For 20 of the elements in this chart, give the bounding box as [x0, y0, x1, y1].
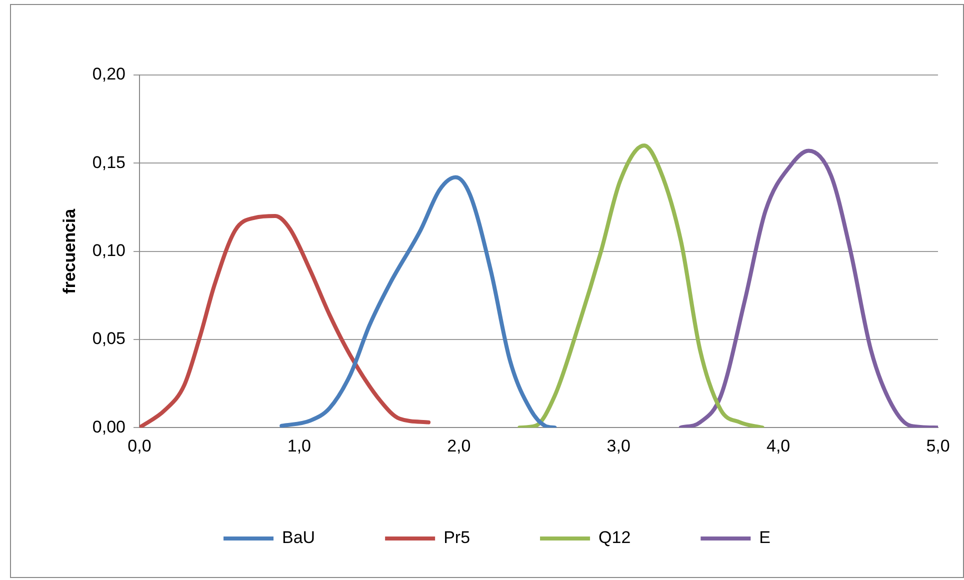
x-tick-label: 5,0 [926, 436, 950, 456]
y-tick-label: 0,15 [92, 152, 126, 172]
legend-label: BaU [282, 528, 316, 548]
legend-label: Q12 [598, 528, 631, 548]
y-tick-label: 0,10 [92, 240, 126, 260]
x-tick-label: 3,0 [606, 436, 630, 456]
y-tick-label: 0,20 [92, 64, 126, 84]
line-series [280, 175, 557, 428]
x-tick-label: 1,0 [287, 436, 312, 456]
legend-label: Pr5 [444, 528, 470, 548]
line-series [518, 144, 764, 428]
x-tick-label: 4,0 [766, 436, 790, 456]
x-tick-label: 2,0 [447, 436, 471, 456]
legend-label: E [759, 528, 771, 548]
line-series [139, 214, 431, 428]
line-series [678, 148, 938, 428]
y-tick-label: 0,05 [92, 329, 126, 348]
y-tick-label: 0,00 [92, 417, 126, 436]
x-tick-label: 0,0 [128, 436, 152, 456]
y-axis-title: frecuencia [60, 208, 79, 294]
